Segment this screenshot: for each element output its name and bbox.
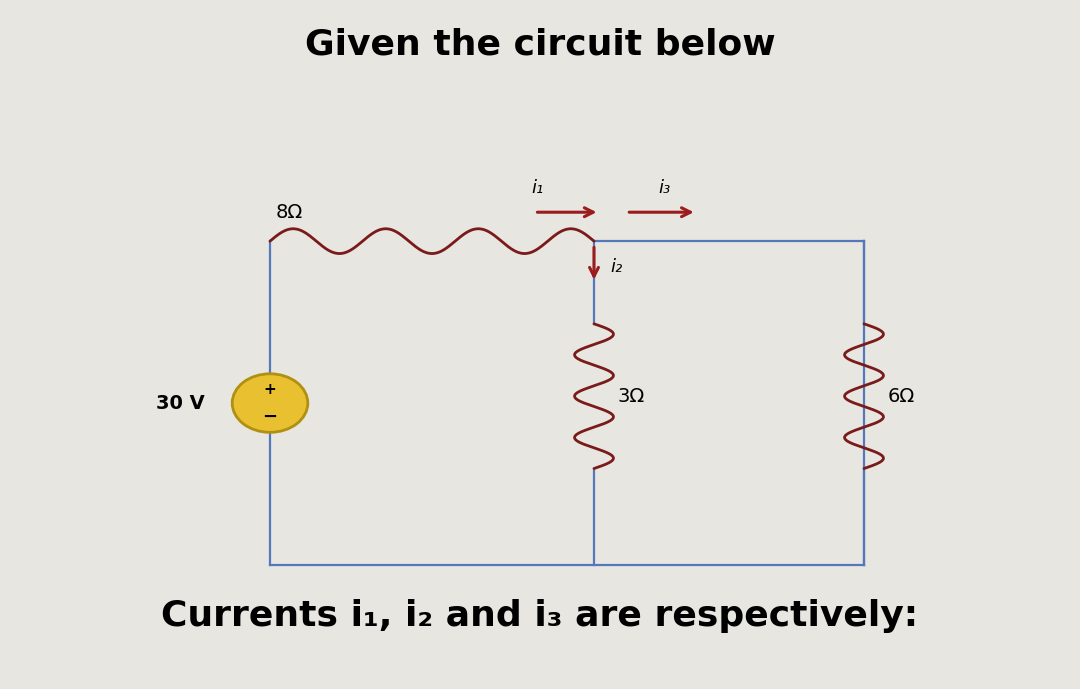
Text: 6Ω: 6Ω [888,387,915,406]
Text: 3Ω: 3Ω [618,387,645,406]
Text: −: − [262,408,278,426]
Text: 8Ω: 8Ω [275,203,302,222]
Ellipse shape [232,373,308,433]
Text: i₃: i₃ [658,179,671,197]
Text: Currents i₁, i₂ and i₃ are respectively:: Currents i₁, i₂ and i₃ are respectively: [161,599,919,633]
Text: 30 V: 30 V [157,393,205,413]
Text: Given the circuit below: Given the circuit below [305,28,775,61]
Text: i₁: i₁ [531,179,544,197]
Text: i₂: i₂ [610,258,622,276]
Text: +: + [264,382,276,397]
